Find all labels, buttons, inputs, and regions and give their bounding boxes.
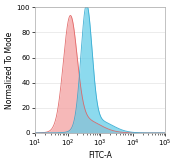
X-axis label: FITC-A: FITC-A [88,151,112,160]
Y-axis label: Normalized To Mode: Normalized To Mode [5,32,14,109]
